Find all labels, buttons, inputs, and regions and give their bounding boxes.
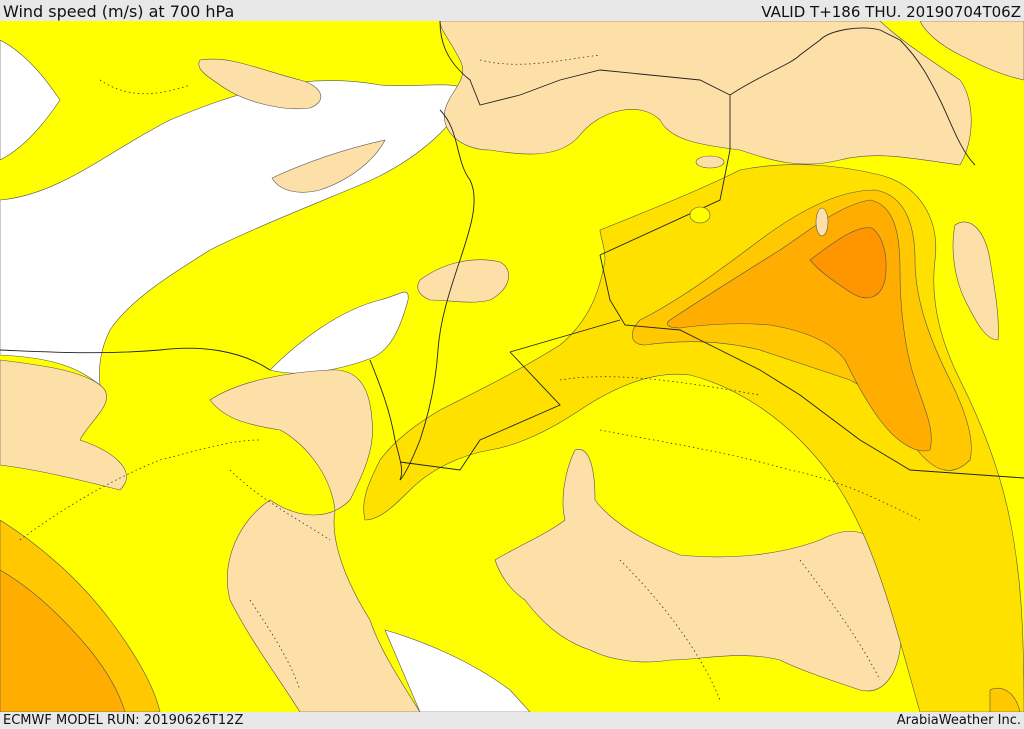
calm-land-cyprus bbox=[271, 139, 386, 193]
calm-land-anatolia-west bbox=[198, 58, 322, 110]
calm-land-iran-west bbox=[952, 221, 999, 341]
wind-core-dark-orange bbox=[809, 227, 887, 299]
small-lake bbox=[689, 206, 711, 224]
wind-band-amber-se bbox=[989, 687, 1021, 712]
calm-land-sinai bbox=[209, 369, 421, 712]
model-run: ECMWF MODEL RUN: 20190626T12Z bbox=[3, 713, 244, 728]
brand-credit: ArabiaWeather Inc. bbox=[896, 713, 1021, 728]
wind-band-orange-sw bbox=[0, 569, 126, 712]
calm-aegean bbox=[0, 39, 61, 161]
wind-speed-map bbox=[0, 21, 1024, 712]
calm-land-lebanon bbox=[417, 259, 509, 303]
title-bar bbox=[0, 0, 1024, 21]
internal-borders bbox=[19, 54, 921, 701]
boundaries bbox=[0, 21, 1024, 481]
calm-land-turkey bbox=[439, 21, 972, 166]
lake-urmia bbox=[815, 207, 829, 237]
calm-land-egypt bbox=[0, 359, 127, 491]
footer-bar bbox=[0, 712, 1024, 729]
calm-redsea-south bbox=[384, 629, 531, 712]
valid-time: VALID T+186 THU. 20190704T06Z bbox=[761, 3, 1021, 21]
map-title: Wind speed (m/s) at 700 hPa bbox=[3, 2, 235, 21]
lake-van bbox=[695, 155, 725, 169]
calm-sea-levant bbox=[269, 291, 409, 374]
calm-land-caucasus bbox=[919, 21, 1024, 81]
